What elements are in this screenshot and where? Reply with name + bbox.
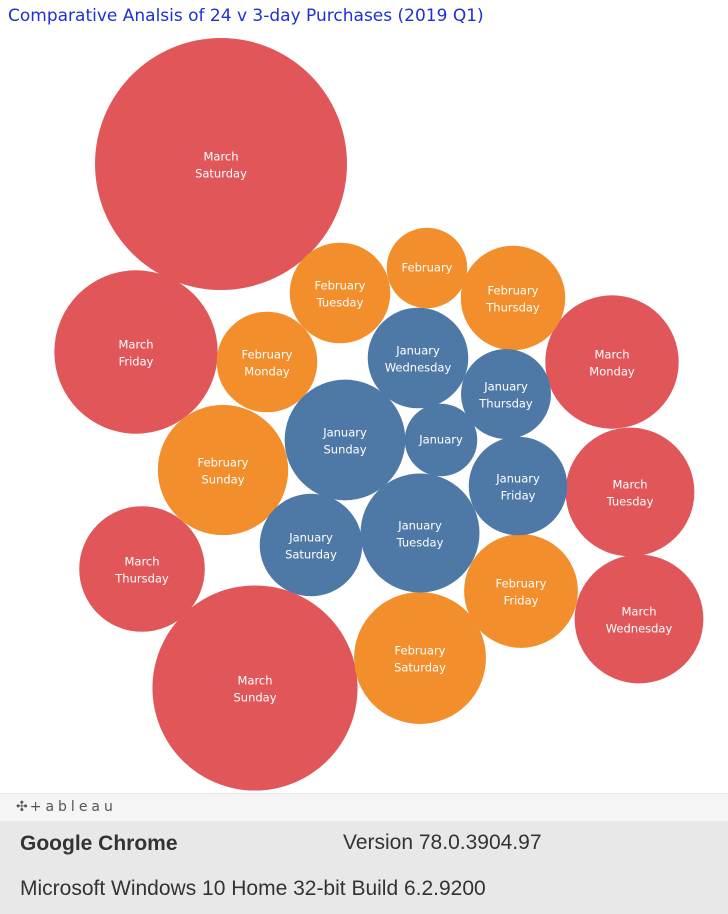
bubble-march-saturday[interactable]: March Saturday [95, 38, 347, 290]
bubble-label-march-friday-month: March [118, 338, 153, 352]
bubble-january-thursday[interactable]: January Thursday [461, 349, 551, 439]
bubble-mark-march-wednesday[interactable] [574, 554, 704, 684]
bubble-label-february-friday-month: February [496, 577, 547, 591]
bubble-march-friday[interactable]: March Friday [54, 270, 218, 434]
bubble-january-saturday[interactable]: January Saturday [259, 493, 363, 597]
bubble-label-january-wednesday-day: Wednesday [385, 361, 452, 375]
info-panel: Google Chrome Version 78.0.3904.97 Micro… [0, 821, 728, 914]
bubble-march-thursday[interactable]: March Thursday [79, 506, 205, 632]
bubble-label-march-wednesday-day: Wednesday [606, 622, 673, 636]
bubble-mark-march-sunday[interactable] [152, 585, 358, 791]
bubble-label-march-monday-day: Monday [589, 365, 635, 379]
bubble-mark-january-tuesday[interactable] [360, 473, 480, 593]
bubble-label-january-sunday-day: Sunday [323, 443, 366, 457]
bubble-march-wednesday[interactable]: March Wednesday [574, 554, 704, 684]
bubble-label-february-monday-day: Monday [244, 365, 290, 379]
bubble-mark-march-thursday[interactable] [79, 506, 205, 632]
bubble-label-february-friday-day: Friday [504, 594, 539, 608]
bubble-mark-february-friday[interactable] [464, 534, 578, 648]
bubble-label-february-monday-month: February [242, 348, 293, 362]
bubble-label-march-monday-month: March [594, 348, 629, 362]
bubble-chart: MarchSaturdayMarchFridayMarchSundayMarch… [54, 38, 704, 791]
bubble-label-january-saturday-day: Saturday [285, 548, 337, 562]
bubble-mark-january-thursday[interactable] [461, 349, 551, 439]
bubble-mark-january[interactable] [404, 403, 478, 477]
bubble-label-february-thursday-month: February [488, 284, 539, 298]
bubble-january-friday[interactable]: January Friday [468, 436, 568, 536]
bubble-label-january-wednesday-month: January [395, 344, 440, 358]
bubble-label-march-tuesday-day: Tuesday [606, 495, 654, 509]
bubble-february[interactable]: February [386, 227, 468, 309]
browser-name: Google Chrome [20, 832, 178, 855]
bubble-march-monday[interactable]: March Monday [545, 295, 679, 429]
bubble-label-february-thursday-day: Thursday [485, 301, 540, 315]
bubble-mark-february-saturday[interactable] [354, 592, 486, 724]
bubble-label-january-tuesday-month: January [397, 519, 442, 533]
bubble-january-wednesday[interactable]: January Wednesday [367, 307, 469, 409]
bubble-mark-february-monday[interactable] [216, 311, 318, 413]
bubble-label-march-tuesday-month: March [612, 478, 647, 492]
bubble-mark-january-sunday[interactable] [284, 379, 406, 501]
bubble-february-friday[interactable]: February Friday [464, 534, 578, 648]
bubble-label-january-thursday-day: Thursday [478, 397, 533, 411]
bubble-january-sunday[interactable]: January Sunday [284, 379, 406, 501]
bubble-mark-march-saturday[interactable] [95, 38, 347, 290]
bubble-label-january-friday-day: Friday [501, 489, 536, 503]
bubble-mark-january-friday[interactable] [468, 436, 568, 536]
os-info: Microsoft Windows 10 Home 32-bit Build 6… [20, 877, 486, 900]
bubble-mark-january-saturday[interactable] [259, 493, 363, 597]
bubble-label-march-wednesday-month: March [621, 605, 656, 619]
bubble-label-february-tuesday-day: Tuesday [316, 296, 364, 310]
bubble-label-january-sunday-month: January [322, 426, 367, 440]
bubble-label-march-friday-day: Friday [119, 355, 154, 369]
bubble-label-february-sunday-day: Sunday [201, 473, 244, 487]
bubble-label-march-sunday-day: Sunday [233, 691, 276, 705]
tableau-footer-bar: ✣ +ableau [0, 793, 728, 822]
bubble-label-february-saturday-month: February [395, 644, 446, 658]
bubble-mark-march-tuesday[interactable] [565, 427, 695, 557]
bubble-february-monday[interactable]: February Monday [216, 311, 318, 413]
tableau-logo-text: +ableau [29, 799, 117, 815]
bubble-label-january-tuesday-day: Tuesday [396, 536, 444, 550]
bubble-february-tuesday[interactable]: February Tuesday [289, 242, 391, 344]
bubble-mark-march-friday[interactable] [54, 270, 218, 434]
tableau-logo[interactable]: ✣ +ableau [16, 799, 117, 815]
bubble-march-tuesday[interactable]: March Tuesday [565, 427, 695, 557]
bubble-label-february-saturday-day: Saturday [394, 661, 446, 675]
bubble-label-march-thursday-day: Thursday [114, 572, 169, 586]
bubble-mark-february-tuesday[interactable] [289, 242, 391, 344]
bubble-mark-february-thursday[interactable] [460, 245, 566, 351]
bubble-label-january-friday-month: January [495, 472, 540, 486]
bubble-mark-january-wednesday[interactable] [367, 307, 469, 409]
bubble-label-january-saturday-month: January [288, 531, 333, 545]
tableau-cross-icon: ✣ [16, 799, 28, 815]
bubble-mark-march-monday[interactable] [545, 295, 679, 429]
bubble-mark-february[interactable] [386, 227, 468, 309]
chart-title: Comparative Analsis of 24 v 3-day Purcha… [8, 6, 484, 26]
bubble-january-tuesday[interactable]: January Tuesday [360, 473, 480, 593]
bubble-label-january-month: January [418, 433, 463, 447]
bubble-february-thursday[interactable]: February Thursday [460, 245, 566, 351]
bubble-mark-february-sunday[interactable] [157, 404, 289, 536]
bubble-label-february-month: February [402, 261, 453, 275]
bubble-label-march-saturday-day: Saturday [195, 167, 247, 181]
bubble-february-sunday[interactable]: February Sunday [157, 404, 289, 536]
viz-area: Comparative Analsis of 24 v 3-day Purcha… [8, 6, 704, 791]
bubble-january[interactable]: January [404, 403, 478, 477]
bubble-label-march-sunday-month: March [237, 674, 272, 688]
bubble-label-february-tuesday-month: February [315, 279, 366, 293]
browser-version: Version 78.0.3904.97 [343, 831, 542, 854]
bubble-february-saturday[interactable]: February Saturday [354, 592, 486, 724]
bubble-label-february-sunday-month: February [198, 456, 249, 470]
bubble-label-march-saturday-month: March [203, 150, 238, 164]
bubble-label-january-thursday-month: January [483, 380, 528, 394]
bubble-march-sunday[interactable]: March Sunday [152, 585, 358, 791]
bubble-label-march-thursday-month: March [124, 555, 159, 569]
